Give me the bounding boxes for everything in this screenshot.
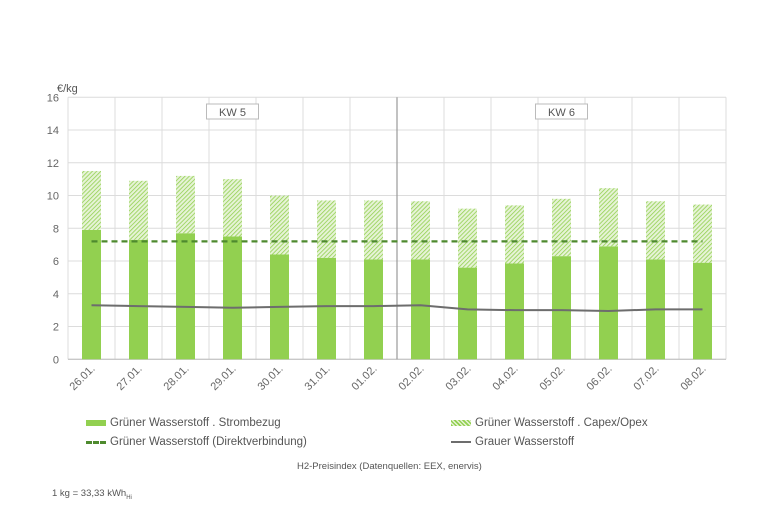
x-tick-label: 31.01. — [303, 363, 333, 393]
bar-capex-opex — [129, 180, 148, 240]
bar-strombezug — [364, 259, 383, 360]
x-tick-label: 05.02. — [538, 363, 568, 393]
bar-strombezug — [599, 246, 618, 360]
legend-item-strombezug: Grüner Wasserstoff . Strombezug — [86, 417, 281, 429]
x-tick-label: 28.01. — [162, 363, 192, 393]
y-tick-label: 0 — [53, 354, 59, 366]
y-axis-label: €/kg — [57, 83, 78, 95]
bar-strombezug — [552, 256, 571, 360]
y-tick-label: 16 — [47, 92, 59, 104]
x-tick-label: 02.02. — [397, 363, 427, 393]
y-tick-label: 12 — [47, 158, 59, 170]
x-tick-label: 26.01. — [68, 363, 98, 393]
legend-swatch-solid — [86, 420, 106, 426]
y-tick-label: 6 — [53, 256, 59, 268]
legend-swatch-dashed — [86, 440, 106, 444]
legend-label: Grauer Wasserstoff — [475, 436, 575, 448]
x-tick-label: 27.01. — [115, 363, 145, 393]
bar-strombezug — [411, 259, 430, 360]
line-grauer-wasserstoff — [91, 304, 703, 312]
legend-item-direktverbindung: Grüner Wasserstoff (Direktverbindung) — [86, 436, 307, 448]
week-label-box — [535, 103, 588, 120]
x-tick-label: 03.02. — [444, 363, 474, 393]
x-tick-label: 08.02. — [679, 363, 709, 393]
week-label: KW 5 — [219, 107, 246, 119]
legend-label: Grüner Wasserstoff . Strombezug — [110, 417, 281, 429]
bar-capex-opex — [176, 175, 195, 234]
y-tick-label: 4 — [53, 289, 59, 301]
x-tick-label: 30.01. — [256, 363, 286, 393]
legend-item-grau: Grauer Wasserstoff — [451, 436, 574, 448]
x-tick-label: 07.02. — [632, 363, 662, 393]
bar-capex-opex — [411, 201, 430, 260]
legend-label: Grüner Wasserstoff . Capex/Opex — [475, 417, 648, 429]
bar-strombezug — [505, 263, 524, 360]
x-tick-label: 01.02. — [350, 363, 380, 393]
bar-capex-opex — [270, 195, 289, 255]
x-tick-label: 04.02. — [491, 363, 521, 393]
bar-capex-opex — [82, 170, 101, 230]
unit-note-text: 1 kg = 33,33 kWh — [52, 488, 127, 499]
bar-capex-opex — [693, 204, 712, 263]
bar-capex-opex — [223, 179, 242, 237]
bar-capex-opex — [317, 200, 336, 258]
bar-capex-opex — [646, 201, 665, 260]
bar-capex-opex — [364, 200, 383, 260]
bar-strombezug — [693, 262, 712, 360]
y-tick-label: 8 — [53, 223, 59, 235]
bar-strombezug — [458, 267, 477, 360]
y-tick-label: 10 — [47, 191, 59, 203]
x-tick-label: 29.01. — [209, 363, 239, 393]
week-label: KW 6 — [548, 107, 575, 119]
legend-swatch-line — [451, 441, 471, 443]
bar-capex-opex — [599, 188, 618, 247]
unit-note-sub: Hi — [126, 494, 132, 501]
week-label-box — [206, 103, 259, 120]
unit-note: 1 kg = 33,33 kWhHi — [52, 488, 132, 501]
bar-capex-opex — [505, 205, 524, 264]
bar-strombezug — [317, 257, 336, 360]
y-tick-label: 2 — [53, 322, 59, 334]
bar-strombezug — [223, 236, 242, 360]
x-tick-label: 06.02. — [585, 363, 615, 393]
bar-capex-opex — [458, 208, 477, 268]
y-tick-label: 14 — [47, 125, 59, 137]
legend-label: Grüner Wasserstoff (Direktverbindung) — [110, 436, 307, 448]
bar-capex-opex — [552, 198, 571, 257]
caption: H2-Preisindex (Datenquellen: EEX, enervi… — [297, 461, 482, 472]
bar-strombezug — [176, 233, 195, 360]
legend-swatch-hatched — [451, 420, 471, 426]
bar-strombezug — [129, 239, 148, 360]
legend-item-capex: Grüner Wasserstoff . Capex/Opex — [451, 417, 648, 429]
bar-strombezug — [82, 229, 101, 360]
